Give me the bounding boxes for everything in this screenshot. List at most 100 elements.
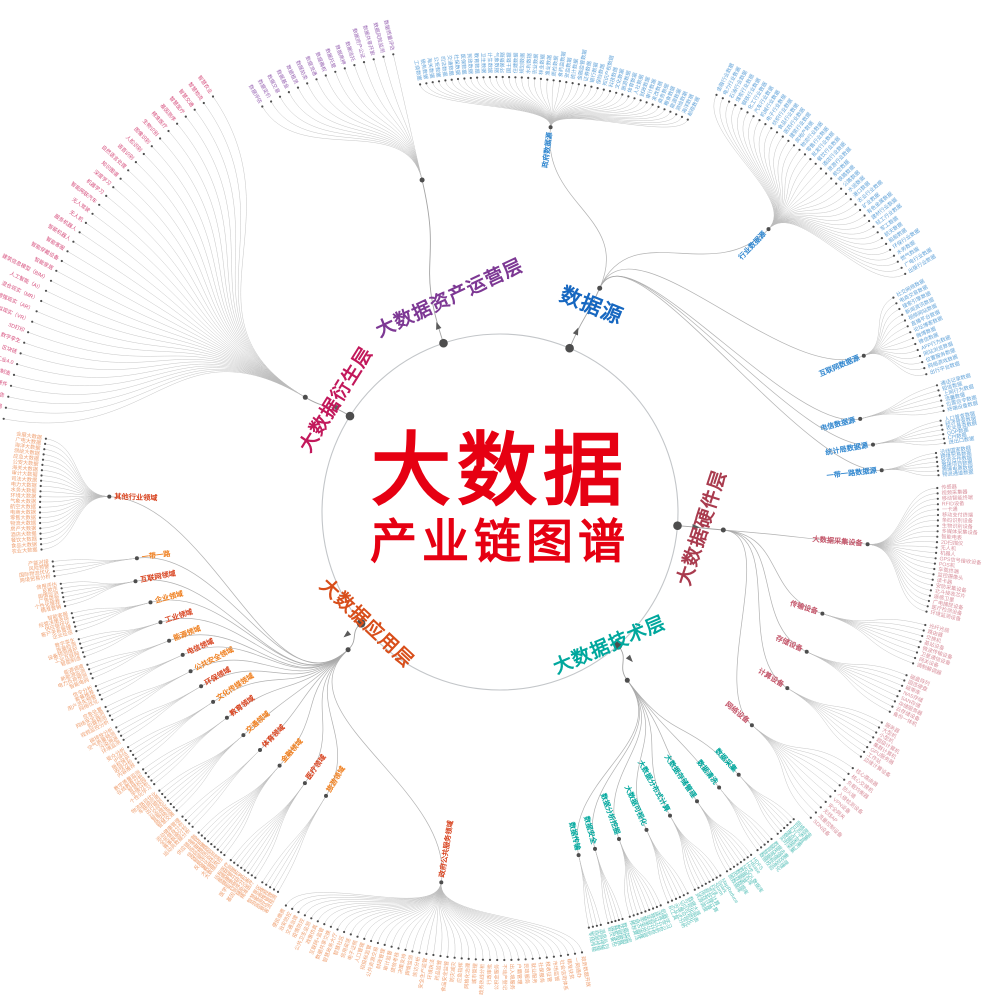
leaf-label: 物流大数据 [10,518,36,527]
child-connector [331,649,443,883]
leaf-dot [539,77,543,80]
edge [867,493,938,545]
leaf-label: 税收征管 [544,961,554,982]
leaf-dot [142,152,145,156]
subcategory-dot [324,793,328,798]
leaf-dot [527,76,530,79]
leaf-dot [89,672,92,675]
leaf-dot [937,469,940,472]
leaf-dot [752,115,755,118]
leaf-dot [608,90,612,93]
leaf-dot [901,684,904,687]
subcategory-dot [158,620,163,625]
leaf-dot [137,761,140,764]
leaf-label: 市场监管 [551,960,561,982]
leaf-dot [781,135,784,138]
child-connector [259,649,349,751]
leaf-dot [49,279,53,282]
leaf-label: 工业4.0 [0,353,15,366]
subcategory-label: 政府公共服务领域 [437,819,455,878]
child-connector [243,649,349,736]
branch-大数据硬件层: 传感器视频采集器移动智能终端RFID设备一卡通移动支付终端条码识别设备生物识别设… [677,482,983,840]
subcategory-dot [617,837,621,841]
subcategory-dot [167,638,172,643]
leaf-dot [356,935,359,938]
leaf-label: 审计大数据 [11,468,38,478]
child-connector [279,649,349,766]
leaf-label: Hive [744,861,755,873]
leaf-dot [59,582,62,585]
edge [135,161,306,398]
leaf-dot [40,474,43,477]
leaf-label: 广告投放 [38,593,61,605]
subcategory-label: 工业领域 [164,607,195,625]
edge [95,654,183,687]
leaf-label: 食药监数据 [556,51,567,78]
leaf-dot [184,115,187,118]
leaf-label: 条码识别设备 [942,516,974,525]
edge [440,882,505,961]
leaf-dot [9,384,13,387]
leaf-dot [936,503,940,506]
subcategory-dot [133,579,138,584]
leaf-dot [917,646,920,649]
leaf-dot [39,500,42,503]
edge [24,342,306,398]
edge [92,640,170,679]
leaf-dot [122,738,125,741]
leaf-label: 数据新闻 [0,398,3,410]
edge [822,613,923,637]
edge [768,222,906,278]
leaf-dot [915,651,919,654]
edge [383,56,423,181]
leaf-label: 海洋大数据 [14,440,41,451]
edge [881,469,939,476]
edge [806,651,896,702]
leaf-label: 食品安全监管 [439,960,451,992]
leaf-dot [531,957,534,960]
leaf-dot [343,930,346,934]
leaf-dot [732,865,736,868]
edge [162,734,244,795]
edge [872,420,941,445]
edge [718,787,772,840]
leaf-label: 传感器 [941,482,958,491]
child-connector [723,529,753,726]
edge [20,353,306,398]
leaf-label: 进出口数据 [948,434,975,446]
leaf-dot [922,629,925,632]
leaf-dot [584,84,587,87]
leaf-dot [291,907,294,911]
leaf-dot [835,182,838,185]
edge [768,140,789,230]
edge [36,311,306,398]
edge [79,232,306,398]
leaf-dot [729,868,732,871]
subcategory-dot [241,733,246,738]
leaf-dot [936,497,939,500]
leaf-label: 环保数据 [498,52,506,73]
leaf-dot [31,320,34,323]
leaf-dot [825,172,828,175]
leaf-dot [936,460,939,463]
edge [768,220,887,250]
leaf-dot [892,296,895,299]
leaf-dot [929,589,933,592]
child-connector [599,276,882,471]
inner-ring [321,333,679,691]
leaf-label: 数字孪生 [0,330,22,345]
leaf-dot [62,596,65,599]
leaf-dot [863,214,866,217]
leaf-dot [39,532,42,535]
edge [164,734,244,798]
edge [867,487,938,545]
leaf-dot [725,870,729,873]
leaf-dot [336,928,339,931]
leaf-label: 药品监管 [433,959,444,981]
edge [41,300,306,398]
subcategory-label: 环保领域 [203,665,233,688]
leaf-label: 医保数据 [459,53,469,74]
leaf-dot [363,937,366,941]
leaf-dot [750,853,753,857]
